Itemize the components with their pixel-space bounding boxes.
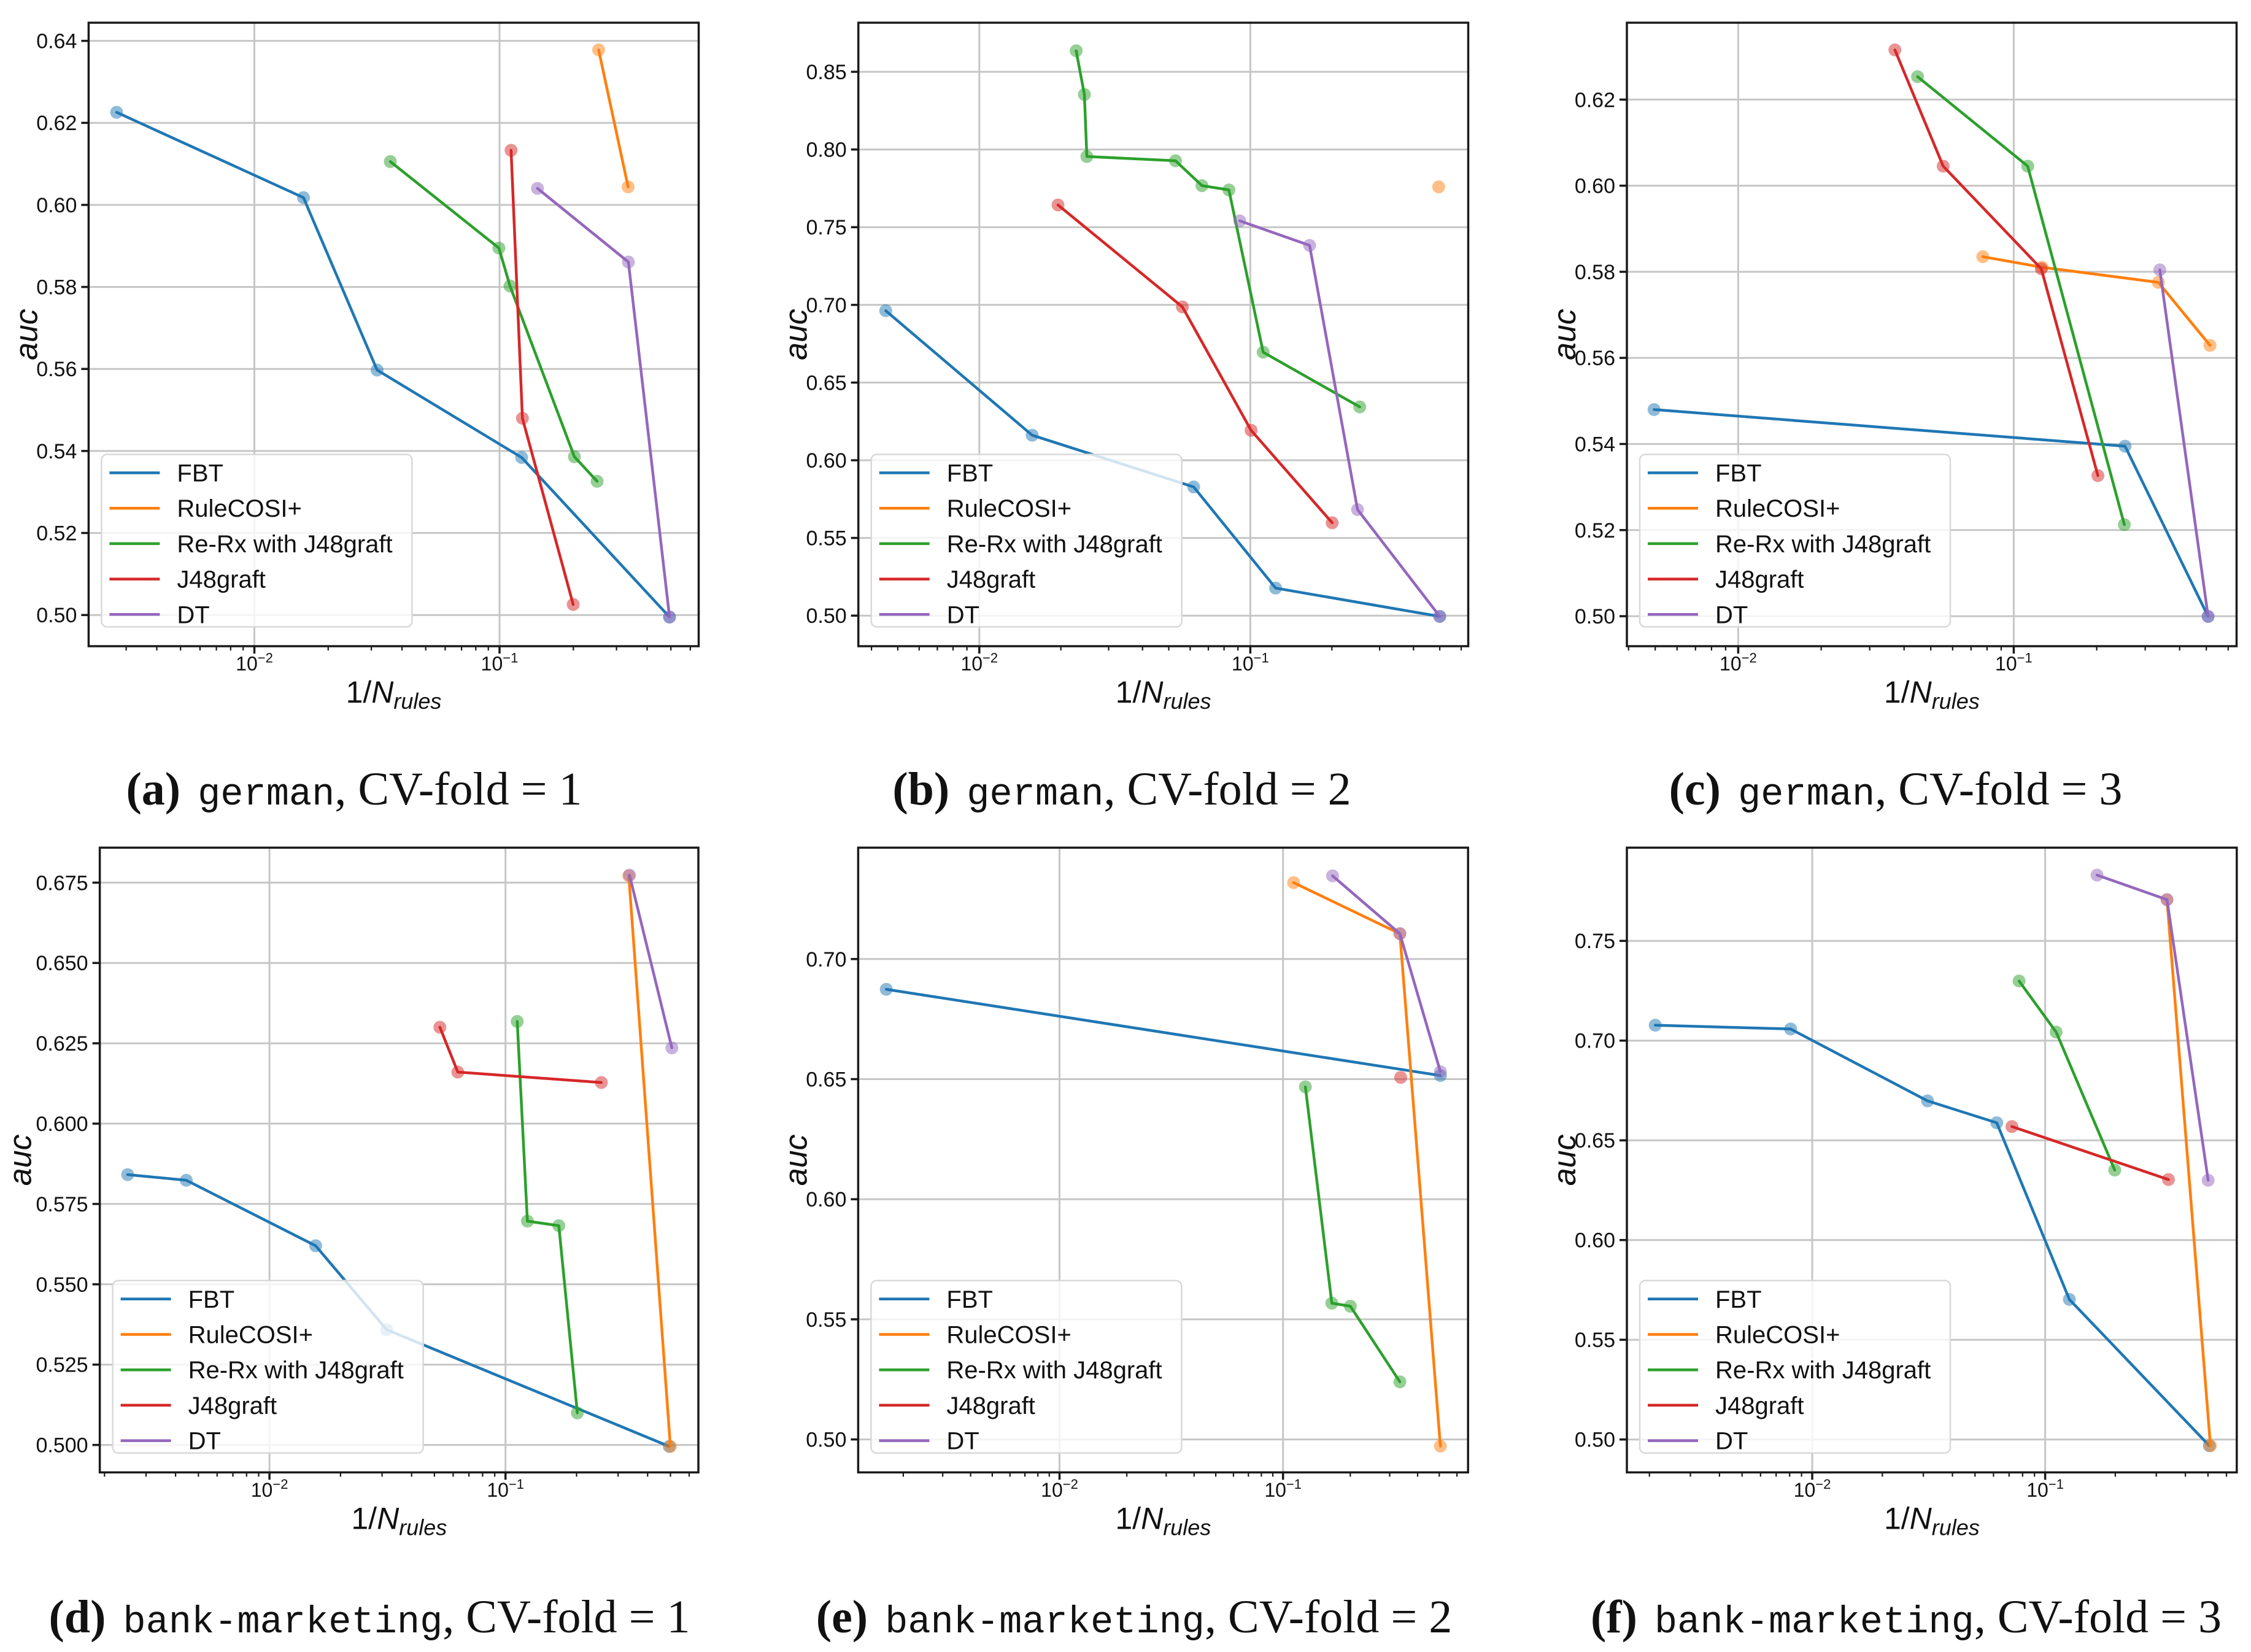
svg-text:0.52: 0.52 [36,522,77,546]
svg-text:RuleCOSI+: RuleCOSI+ [947,495,1071,522]
svg-text:0.525: 0.525 [36,1354,88,1377]
svg-text:0.70: 0.70 [806,294,847,317]
svg-text:(f)bank-marketing, CV-fold = 3: (f) bank-marketing, CV-fold = 3 [1591,1591,2222,1644]
svg-text:0.62: 0.62 [1575,88,1615,112]
svg-text:(e)bank-marketing, CV-fold = 2: (e) bank-marketing, CV-fold = 2 [816,1591,1452,1644]
svg-text:10−2: 10−2 [1720,650,1757,675]
svg-text:Re-Rx with J48graft: Re-Rx with J48graft [188,1357,404,1384]
svg-text:0.85: 0.85 [806,61,847,84]
svg-text:0.70: 0.70 [806,948,846,971]
svg-text:(a)german, CV-fold = 1: (a) german, CV-fold = 1 [126,763,582,816]
svg-text:auc: auc [3,1134,39,1186]
svg-text:0.60: 0.60 [806,1188,846,1211]
svg-text:0.575: 0.575 [36,1193,88,1216]
svg-text:1/Nrules: 1/Nrules [1884,675,1980,714]
svg-text:0.55: 0.55 [806,1308,846,1332]
svg-text:FBT: FBT [177,460,223,487]
svg-text:Re-Rx with J48graft: Re-Rx with J48graft [947,531,1162,558]
svg-text:0.60: 0.60 [1575,175,1615,198]
svg-text:Re-Rx with J48graft: Re-Rx with J48graft [177,531,392,558]
svg-text:FBT: FBT [946,1286,993,1313]
svg-text:J48graft: J48graft [188,1392,277,1419]
svg-text:0.60: 0.60 [36,194,77,217]
svg-text:J48graft: J48graft [177,566,266,593]
svg-text:auc: auc [778,1134,814,1186]
svg-text:0.600: 0.600 [36,1113,88,1136]
svg-text:0.50: 0.50 [1575,605,1615,628]
svg-text:J48graft: J48graft [946,1392,1035,1419]
svg-text:0.52: 0.52 [1575,519,1615,542]
svg-text:DT: DT [946,1428,979,1455]
svg-text:0.55: 0.55 [1575,1329,1615,1352]
svg-text:DT: DT [188,1428,221,1455]
svg-text:0.65: 0.65 [1575,1129,1615,1152]
svg-text:0.65: 0.65 [806,1068,846,1092]
svg-text:(d)bank-marketing, CV-fold = 1: (d) bank-marketing, CV-fold = 1 [49,1591,690,1644]
svg-text:FBT: FBT [188,1286,235,1313]
svg-text:0.56: 0.56 [36,358,77,381]
svg-text:0.64: 0.64 [36,30,77,53]
svg-text:0.625: 0.625 [36,1032,88,1056]
svg-text:0.50: 0.50 [806,604,847,628]
svg-text:DT: DT [1715,1428,1748,1455]
svg-text:0.675: 0.675 [36,871,88,895]
svg-text:auc: auc [1547,309,1583,360]
svg-text:0.500: 0.500 [36,1434,88,1457]
svg-text:0.65: 0.65 [806,371,847,395]
svg-text:0.650: 0.650 [36,952,88,975]
svg-text:J48graft: J48graft [1715,566,1804,593]
svg-text:0.58: 0.58 [36,276,77,299]
svg-text:0.60: 0.60 [1575,1229,1615,1253]
svg-text:FBT: FBT [1715,1286,1762,1313]
svg-text:Re-Rx with J48graft: Re-Rx with J48graft [1715,1357,1931,1384]
svg-text:FBT: FBT [1715,460,1762,487]
svg-text:auc: auc [1547,1134,1583,1186]
svg-text:0.550: 0.550 [36,1273,88,1297]
svg-text:0.50: 0.50 [1575,1429,1615,1452]
svg-text:(c)german, CV-fold = 3: (c) german, CV-fold = 3 [1669,763,2123,816]
svg-text:0.58: 0.58 [1575,261,1615,284]
svg-text:RuleCOSI+: RuleCOSI+ [946,1322,1071,1349]
svg-text:RuleCOSI+: RuleCOSI+ [1715,495,1840,522]
svg-text:0.70: 0.70 [1575,1030,1615,1053]
svg-text:J48graft: J48graft [1715,1392,1804,1419]
svg-text:0.56: 0.56 [1575,347,1615,370]
svg-text:DT: DT [947,601,979,628]
svg-text:0.55: 0.55 [806,527,847,550]
svg-text:RuleCOSI+: RuleCOSI+ [177,495,301,522]
svg-text:Re-Rx with J48graft: Re-Rx with J48graft [946,1357,1162,1384]
svg-text:auc: auc [779,309,814,360]
svg-text:10−1: 10−1 [481,650,519,675]
svg-text:J48graft: J48graft [947,566,1036,593]
svg-text:RuleCOSI+: RuleCOSI+ [1715,1322,1840,1349]
svg-text:DT: DT [1715,601,1748,628]
svg-text:0.62: 0.62 [36,112,77,135]
svg-text:0.75: 0.75 [1575,930,1615,953]
svg-text:0.54: 0.54 [36,440,77,463]
svg-text:FBT: FBT [947,460,994,487]
svg-text:(b)german, CV-fold = 2: (b) german, CV-fold = 2 [892,763,1351,816]
svg-text:0.75: 0.75 [806,216,847,239]
svg-text:0.50: 0.50 [806,1429,846,1452]
svg-text:0.80: 0.80 [806,139,847,162]
svg-text:RuleCOSI+: RuleCOSI+ [188,1322,313,1349]
svg-text:DT: DT [177,601,209,628]
svg-text:0.60: 0.60 [806,449,847,473]
svg-text:0.50: 0.50 [36,604,77,627]
svg-text:0.54: 0.54 [1575,433,1615,457]
svg-text:Re-Rx with J48graft: Re-Rx with J48graft [1715,531,1931,558]
svg-text:auc: auc [9,309,44,360]
